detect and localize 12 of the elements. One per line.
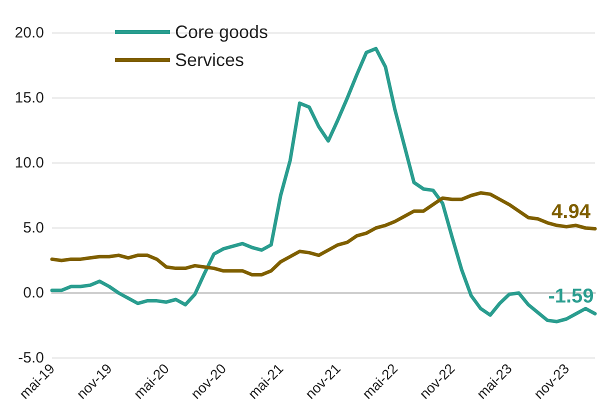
data-label: -1.59 — [548, 286, 594, 308]
legend-label: Core goods — [175, 22, 268, 42]
data-label: 4.94 — [552, 200, 592, 223]
legend-label: Services — [175, 50, 244, 70]
line-series — [50, 46, 597, 324]
y-tick-label: 5.0 — [23, 220, 44, 236]
y-tick-label: -5.0 — [18, 350, 44, 366]
y-tick-label: 20.0 — [14, 24, 44, 42]
y-tick-label: 15.0 — [14, 90, 44, 106]
y-tick-label: 0.0 — [23, 284, 44, 302]
line-series — [50, 191, 597, 277]
y-tick-label: 10.0 — [14, 154, 44, 172]
